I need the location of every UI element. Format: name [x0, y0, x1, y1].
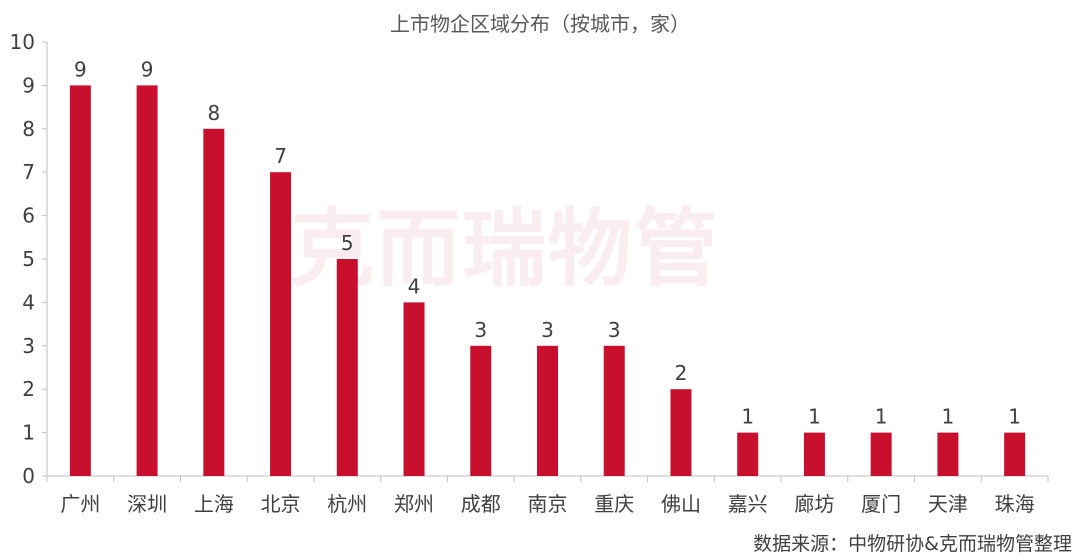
data-label: 3	[608, 318, 621, 342]
x-tick-label: 南京	[528, 492, 568, 516]
y-tick-label: 5	[22, 247, 35, 271]
x-tick-label: 珠海	[995, 492, 1035, 516]
x-tick-label: 重庆	[594, 492, 634, 516]
data-label: 2	[675, 361, 688, 385]
bar	[470, 345, 492, 476]
data-label: 8	[207, 101, 220, 125]
bar	[136, 85, 158, 477]
data-label: 1	[1008, 405, 1021, 429]
x-tick-label: 佛山	[661, 492, 701, 516]
x-tick-label: 廊坊	[794, 492, 834, 516]
bar	[336, 259, 358, 476]
y-tick-label: 6	[22, 204, 35, 228]
y-tick-label: 7	[22, 160, 35, 184]
bar	[1004, 432, 1026, 476]
bar	[937, 432, 959, 476]
x-tick-label: 杭州	[327, 492, 367, 516]
watermark-logo: 克而瑞物管	[290, 200, 721, 298]
x-tick-label: 郑州	[394, 492, 434, 516]
x-tick-label: 成都	[461, 492, 501, 516]
x-tick-label: 厦门	[861, 492, 901, 516]
bar	[737, 432, 759, 476]
data-label: 9	[74, 57, 87, 81]
y-tick-label: 1	[22, 421, 35, 445]
bar	[870, 432, 892, 476]
x-tick-label: 广州	[60, 492, 100, 516]
data-label: 5	[341, 231, 354, 255]
x-tick-label: 嘉兴	[728, 492, 768, 516]
data-label: 1	[875, 405, 888, 429]
data-label: 3	[474, 318, 487, 342]
bar	[603, 345, 625, 476]
chart-title: 上市物企区域分布（按城市，家）	[390, 12, 690, 36]
data-label: 3	[541, 318, 554, 342]
bar	[69, 85, 91, 477]
data-label: 1	[808, 405, 821, 429]
data-label: 1	[942, 405, 955, 429]
data-label: 4	[408, 274, 421, 298]
bar	[537, 345, 558, 476]
x-tick-label: 深圳	[127, 492, 167, 516]
data-label: 9	[141, 57, 154, 81]
y-tick-label: 3	[22, 334, 35, 358]
x-tick-label: 北京	[261, 492, 301, 516]
y-tick-label: 4	[22, 290, 35, 314]
bar	[270, 172, 292, 476]
bar	[670, 389, 692, 476]
x-tick-label: 上海	[194, 492, 234, 516]
y-tick-label: 8	[22, 117, 35, 141]
y-tick-label: 9	[22, 73, 35, 97]
bar	[403, 302, 425, 476]
bar	[803, 432, 825, 476]
data-label: 7	[274, 144, 287, 168]
y-tick-label: 2	[22, 377, 35, 401]
data-label: 1	[741, 405, 754, 429]
bar	[203, 128, 225, 477]
data-source-note: 数据来源：中物研协&克而瑞物管整理	[753, 533, 1072, 555]
y-tick-label: 0	[22, 464, 35, 488]
y-tick-label: 10	[10, 30, 35, 54]
x-tick-label: 天津	[928, 492, 968, 516]
